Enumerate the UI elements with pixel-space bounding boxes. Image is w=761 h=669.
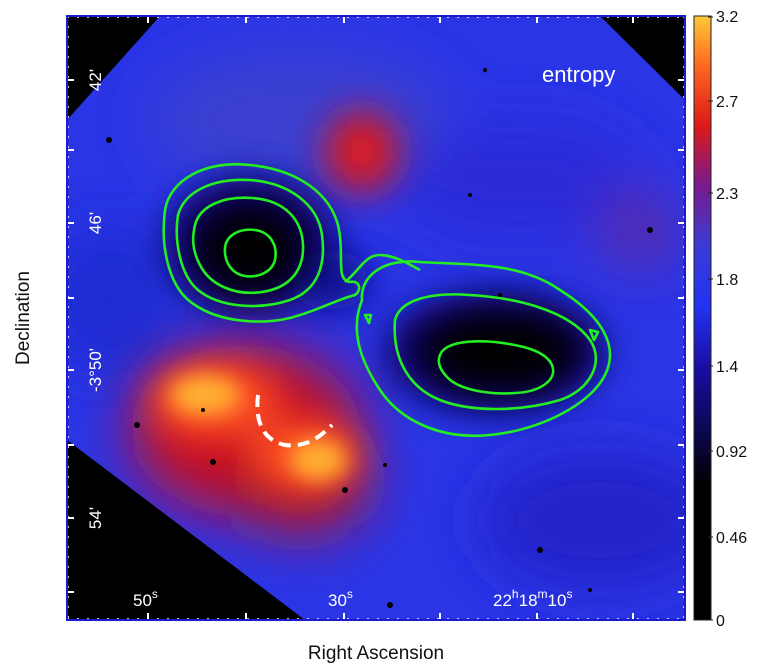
dec-tick-50: -3°50' [86, 348, 105, 392]
mask-bottom-left [67, 440, 305, 620]
colorbar-tick-label: 1.8 [716, 272, 738, 289]
panel-label: entropy [542, 62, 615, 87]
dec-tick-42: 42' [86, 69, 105, 91]
ra-tick-22h18m10s: 22h18m10s [493, 587, 572, 610]
mask-top-right [600, 16, 685, 100]
dec-tick-labels: 42' 46' -3°50' 54' [86, 69, 105, 529]
colorbar-gradient [693, 15, 712, 621]
colorbar-tick-label: 3.2 [716, 9, 738, 26]
contours-right-cluster [355, 260, 612, 438]
entropy-map [67, 16, 685, 620]
shock-arc [255, 394, 334, 448]
y-axis-title: Declination [13, 271, 34, 365]
colorbar: 3.2 2.7 2.3 1.8 1.4 0.92 0.46 0 [693, 9, 747, 630]
ra-tick-30s: 30s [328, 587, 353, 610]
image-frame [66, 15, 686, 621]
colorbar-tick-label: 0 [716, 613, 725, 630]
contours-left-cluster [162, 162, 361, 323]
ra-tick-50s: 50s [133, 587, 158, 610]
x-axis-title: Right Ascension [308, 643, 444, 664]
dec-tick-54: 54' [86, 507, 105, 529]
colorbar-tick-label: 1.4 [716, 359, 738, 376]
dec-tick-46: 46' [86, 212, 105, 234]
colorbar-tick-label: 0.92 [716, 444, 747, 461]
mask-top-left [67, 16, 160, 120]
point-source-masks [106, 68, 653, 608]
colorbar-tick-label: 0.46 [716, 530, 747, 547]
ra-tick-labels: 50s 30s 22h18m10s [133, 587, 572, 610]
colorbar-tick-label: 2.7 [716, 94, 738, 111]
colorbar-ticks [708, 16, 713, 621]
colorbar-tick-label: 2.3 [716, 186, 738, 203]
